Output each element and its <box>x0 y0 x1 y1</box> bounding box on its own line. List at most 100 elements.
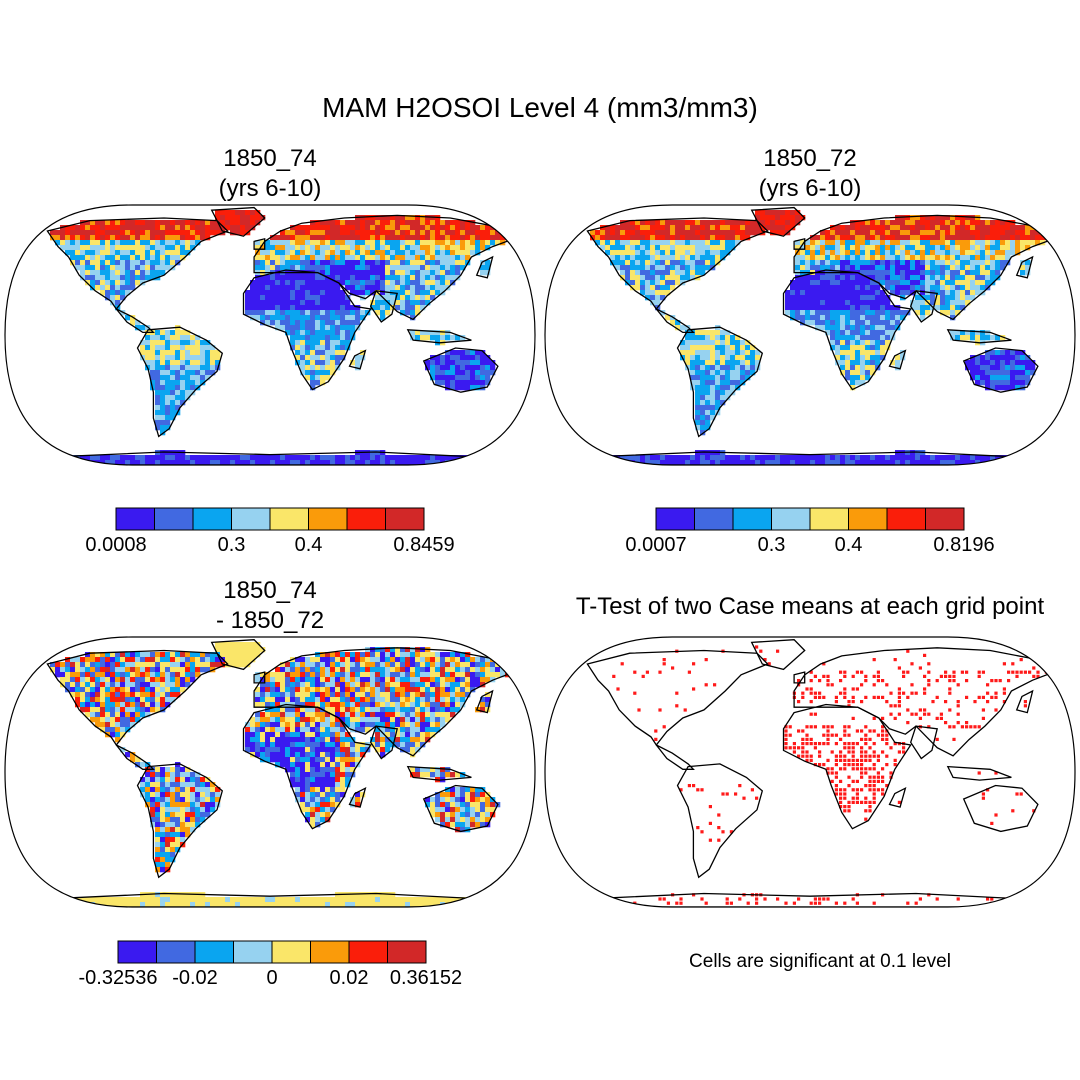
grid-cell <box>320 225 326 231</box>
grid-cell <box>105 295 111 301</box>
grid-cell <box>415 245 421 251</box>
grid-cell <box>335 335 341 341</box>
grid-cell <box>105 682 111 688</box>
grid-cell <box>605 235 611 241</box>
grid-cell <box>125 235 131 241</box>
grid-cell <box>350 657 356 663</box>
grid-cell <box>745 460 751 465</box>
grid-cell <box>260 702 266 708</box>
grid-cell <box>180 225 186 231</box>
grid-cell <box>400 747 406 753</box>
grid-cell <box>150 270 156 276</box>
grid-cell <box>435 697 441 703</box>
grid-cell <box>610 225 616 231</box>
grid-cell <box>680 260 686 266</box>
grid-cell <box>165 460 171 465</box>
grid-cell <box>430 692 436 698</box>
grid-cell <box>270 697 276 703</box>
grid-cell <box>385 652 391 658</box>
grid-cell <box>145 350 151 356</box>
grid-cell <box>330 245 336 251</box>
grid-cell <box>815 275 821 281</box>
grid-cell <box>115 707 121 713</box>
grid-cell <box>310 320 316 326</box>
grid-cell <box>680 455 686 461</box>
grid-cell <box>445 365 451 371</box>
grid-cell <box>155 460 161 465</box>
grid-cell <box>705 395 711 401</box>
grid-cell <box>880 325 886 331</box>
grid-cell <box>220 455 226 461</box>
grid-cell <box>360 662 366 668</box>
grid-cell <box>325 265 331 271</box>
grid-cell <box>810 235 816 241</box>
grid-cell <box>290 260 296 266</box>
grid-cell <box>480 662 486 668</box>
grid-cell <box>670 280 676 286</box>
grid-cell <box>395 285 401 291</box>
coastline-japan <box>475 255 494 279</box>
grid-cell <box>360 667 366 673</box>
grid-cell <box>315 742 321 748</box>
grid-cell <box>185 355 191 361</box>
grid-cell <box>180 375 186 381</box>
grid-cell <box>160 405 166 411</box>
grid-cell <box>640 230 646 236</box>
grid-cell <box>735 355 741 361</box>
grid-cell <box>140 657 146 663</box>
grid-cell <box>165 420 171 426</box>
grid-cell <box>325 657 331 663</box>
grid-cell <box>135 672 141 678</box>
grid-cell <box>475 380 481 386</box>
grid-cell <box>935 455 941 461</box>
grid-cell <box>350 747 356 753</box>
grid-cell <box>130 752 136 758</box>
grid-cell <box>315 265 321 271</box>
grid-cell <box>335 717 341 723</box>
grid-cell <box>300 360 306 366</box>
grid-cell <box>65 455 71 461</box>
grid-cell <box>645 225 651 231</box>
grid-cell <box>390 662 396 668</box>
grid-cell <box>725 250 731 256</box>
grid-cell <box>180 360 186 366</box>
grid-cell <box>155 657 161 663</box>
grid-cell <box>325 742 331 748</box>
grid-cell <box>90 250 96 256</box>
grid-cell <box>935 245 941 251</box>
grid-cell <box>325 355 331 361</box>
grid-cell <box>185 682 191 688</box>
grid-cell <box>280 460 286 465</box>
grid-cell <box>895 460 901 465</box>
grid-cell <box>960 250 966 256</box>
grid-cell <box>475 240 481 246</box>
grid-cell <box>330 275 336 281</box>
grid-cell <box>290 687 296 693</box>
grid-cell <box>305 722 311 728</box>
grid-cell <box>1005 355 1011 361</box>
grid-cell <box>265 697 271 703</box>
grid-cell <box>645 295 651 301</box>
grid-cell <box>720 350 726 356</box>
grid-cell <box>180 340 186 346</box>
grid-cell <box>120 672 126 678</box>
grid-cell <box>830 225 836 231</box>
grid-cell <box>665 270 671 276</box>
grid-cell <box>65 230 71 236</box>
grid-cell <box>380 702 386 708</box>
grid-cell <box>110 290 116 296</box>
grid-cell <box>960 330 966 336</box>
grid-cell <box>400 235 406 241</box>
grid-cell <box>620 455 626 461</box>
grid-cell <box>1020 365 1026 371</box>
grid-cell <box>885 305 891 311</box>
grid-cell <box>410 712 416 718</box>
grid-cell <box>75 245 81 251</box>
grid-cell <box>95 250 101 256</box>
grid-cell <box>925 250 931 256</box>
grid-cell <box>440 355 446 361</box>
grid-cell <box>230 642 236 648</box>
grid-cell <box>405 712 411 718</box>
grid-cell <box>935 460 941 465</box>
grid-cell <box>180 245 186 251</box>
